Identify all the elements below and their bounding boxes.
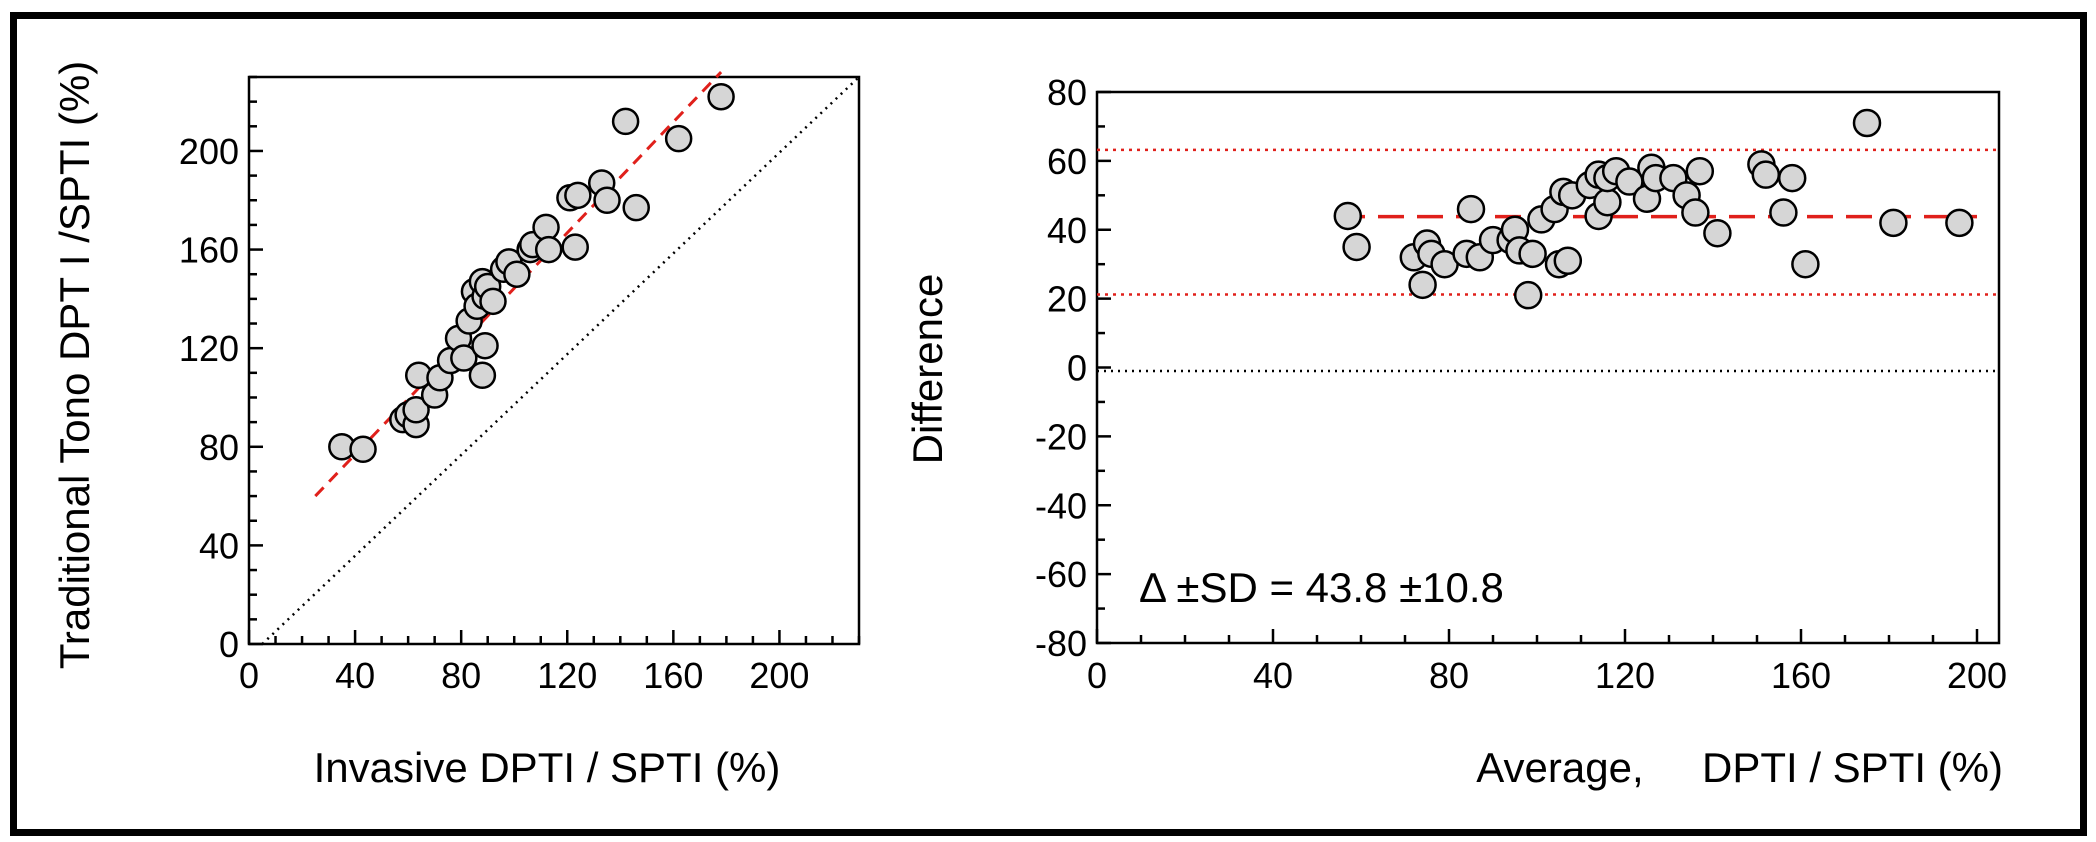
left-x-tick-label: 80 <box>441 655 481 696</box>
right-y-tick-label: -20 <box>1035 416 1087 457</box>
left-data-point <box>561 233 589 261</box>
right-y-tick-label: 80 <box>1047 72 1087 113</box>
left-line-group <box>261 71 860 645</box>
left-data-point <box>564 181 592 210</box>
right-x-tick-label: 0 <box>1087 655 1107 696</box>
right-data-point <box>1791 249 1820 279</box>
right-x-tick-label: 40 <box>1253 655 1293 696</box>
right-y-tick-label: -80 <box>1035 623 1087 664</box>
right-y-tick-label: 40 <box>1047 210 1087 251</box>
right-data-point <box>1703 218 1732 248</box>
right-annotation: Δ ±SD = 43.8 ±10.8 <box>1139 564 1504 611</box>
right-line-group <box>1097 148 1999 373</box>
left-y-tick-label: 120 <box>179 328 239 369</box>
right-data-point <box>1852 108 1882 138</box>
right-data-point <box>1518 239 1547 269</box>
left-data-point <box>593 186 621 215</box>
left-x-axis-label: Invasive DPTI / SPTI (%) <box>314 744 781 791</box>
left-data-point <box>471 331 499 360</box>
left-data-point <box>707 82 735 111</box>
left-data-point <box>503 260 531 288</box>
identity-line <box>261 76 860 645</box>
left-data-point <box>450 344 478 372</box>
left-plot-frame <box>247 75 861 646</box>
right-data-point <box>1333 201 1363 231</box>
left-data-point <box>349 435 377 463</box>
right-x-tick-label: 160 <box>1771 655 1831 696</box>
left-x-tick-label: 120 <box>537 655 597 696</box>
right-data-point <box>1769 198 1798 227</box>
right-data-point <box>1685 156 1715 186</box>
left-data-point <box>468 361 497 390</box>
right-x-tick-label: 80 <box>1429 655 1469 696</box>
right-x-tick-label: 200 <box>1947 655 2007 696</box>
left-y-tick-label: 0 <box>219 624 239 665</box>
left-y-tick-label: 80 <box>199 427 239 468</box>
left-data-point <box>479 287 507 316</box>
right-y-tick-label: 0 <box>1067 348 1087 389</box>
left-y-axis-label: Traditional Tono DPT I /SPTI (%) <box>51 61 98 669</box>
right-x-tick-label: 120 <box>1595 655 1655 696</box>
right-data-point <box>1681 198 1710 227</box>
right-data-point <box>1945 208 1974 238</box>
left-tick-group: 0 40 80 120 160 200 0 40 80 120 160 200 <box>179 75 861 696</box>
left-y-tick-label: 200 <box>179 131 239 172</box>
right-data-point <box>1342 232 1371 262</box>
right-data-point <box>1513 280 1543 310</box>
left-data-point <box>534 235 563 264</box>
right-y-tick-label: -40 <box>1035 485 1087 526</box>
left-x-tick-label: 0 <box>239 655 259 696</box>
right-points-group <box>1333 108 1974 310</box>
right-y-tick-label: -60 <box>1035 554 1087 595</box>
right-y-tick-label: 60 <box>1047 141 1087 182</box>
left-data-point <box>664 124 693 153</box>
right-data-point <box>1553 246 1583 275</box>
right-y-tick-label: 20 <box>1047 279 1087 320</box>
figure-frame: 0 40 80 120 160 200 0 40 80 120 160 200 Invasive DP… <box>10 12 2087 836</box>
right-plot-frame <box>1095 90 2001 645</box>
left-x-tick-label: 200 <box>749 655 809 696</box>
left-points-group <box>328 82 735 463</box>
left-y-tick-label: 40 <box>199 525 239 566</box>
left-x-tick-label: 40 <box>335 655 375 696</box>
right-data-point <box>1777 163 1807 193</box>
left-data-point <box>402 396 430 424</box>
left-y-tick-label: 160 <box>179 230 239 271</box>
right-data-point <box>1408 270 1437 300</box>
right-data-point <box>1751 160 1781 189</box>
right-y-axis-label: Difference <box>904 274 951 465</box>
left-scatter-panel: 0 40 80 120 160 200 0 40 80 120 160 200 Invasive DP… <box>51 61 861 791</box>
left-x-tick-label: 160 <box>643 655 703 696</box>
right-data-point <box>1593 187 1622 217</box>
right-data-point <box>1456 194 1486 224</box>
regression-line <box>314 71 723 498</box>
left-data-point <box>622 193 650 222</box>
right-data-point <box>1879 208 1908 238</box>
right-x-axis-label: Average, DPTI / SPTI (%) <box>1476 744 2003 791</box>
left-data-point <box>611 107 640 136</box>
